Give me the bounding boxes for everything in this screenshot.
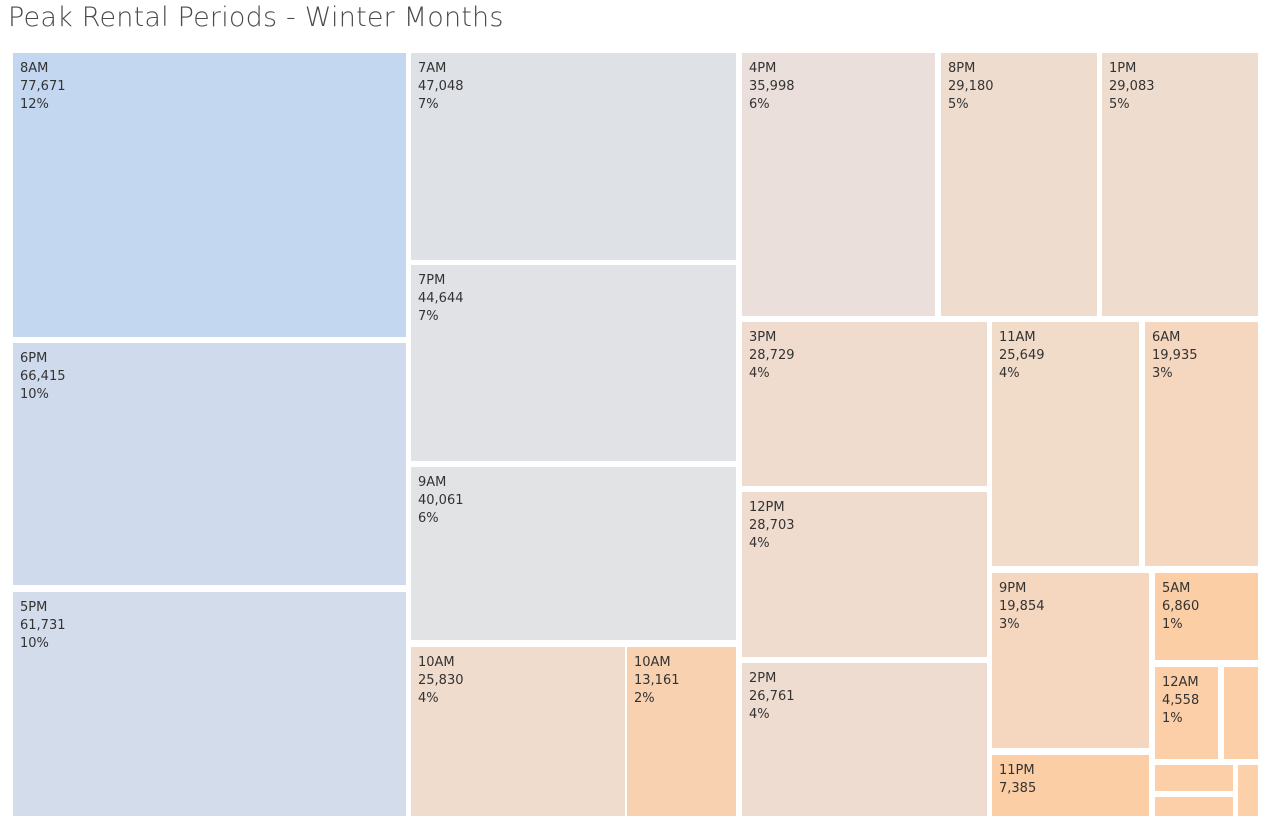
tile-label: 12PM (749, 500, 785, 515)
tile-percent: 3% (999, 617, 1020, 632)
treemap-tile-9am[interactable]: 9AM 40,061 6% (411, 467, 736, 640)
tile-value: 19,854 (999, 599, 1045, 614)
treemap-tile-12pm[interactable]: 12PM 28,703 4% (742, 492, 987, 657)
tile-percent: 10% (20, 636, 49, 651)
tile-value: 25,830 (418, 673, 464, 688)
tile-percent: 5% (1109, 97, 1130, 112)
treemap-tile-7pm[interactable]: 7PM 44,644 7% (411, 265, 736, 461)
tile-label: 11AM (999, 330, 1036, 345)
tile-label: 8AM (20, 61, 49, 76)
tile-label: 6PM (20, 351, 48, 366)
tile-value: 44,644 (418, 291, 464, 306)
treemap-tile-11am[interactable]: 11AM 25,649 4% (992, 322, 1139, 566)
treemap-tile-9pm[interactable]: 9PM 19,854 3% (992, 573, 1149, 748)
tile-percent: 5% (948, 97, 969, 112)
tile-value: 28,729 (749, 348, 795, 363)
tile-label: 5PM (20, 600, 48, 615)
treemap-tile-unlabeled[interactable] (1155, 797, 1233, 816)
tile-percent: 1% (1162, 711, 1183, 726)
treemap-tile-2pm[interactable]: 2PM 26,761 4% (742, 663, 987, 816)
tile-percent: 3% (1152, 366, 1173, 381)
tile-label: 2PM (749, 671, 777, 686)
tile-label: 10AM (418, 655, 455, 670)
tile-percent: 2% (634, 691, 655, 706)
tile-label: 3PM (749, 330, 777, 345)
tile-value: 61,731 (20, 618, 66, 633)
tile-percent: 4% (749, 707, 770, 722)
treemap-tile-unlabeled[interactable] (1155, 765, 1233, 791)
tile-value: 40,061 (418, 493, 464, 508)
tile-value: 7,385 (999, 781, 1037, 796)
tile-value: 13,161 (634, 673, 680, 688)
treemap-tile-1pm[interactable]: 1PM 29,083 5% (1102, 53, 1258, 316)
treemap-tile-11pm[interactable]: 11PM 7,385 (992, 755, 1149, 816)
treemap-tile-6am[interactable]: 6AM 19,935 3% (1145, 322, 1258, 566)
tile-label: 8PM (948, 61, 976, 76)
tile-label: 6AM (1152, 330, 1181, 345)
tile-value: 28,703 (749, 518, 795, 533)
treemap-tile-unlabeled[interactable] (1238, 765, 1258, 816)
treemap-tile-7am[interactable]: 7AM 47,048 7% (411, 53, 736, 260)
tile-label: 5AM (1162, 581, 1191, 596)
treemap-tile-6pm[interactable]: 6PM 66,415 10% (13, 343, 406, 585)
treemap-tile-8am[interactable]: 8AM 77,671 12% (13, 53, 406, 337)
tile-percent: 6% (418, 511, 439, 526)
treemap-tile-5pm[interactable]: 5PM 61,731 10% (13, 592, 406, 816)
tile-value: 77,671 (20, 79, 66, 94)
tile-value: 29,180 (948, 79, 994, 94)
tile-value: 4,558 (1162, 693, 1200, 708)
tile-value: 47,048 (418, 79, 464, 94)
treemap-tile-5am[interactable]: 5AM 6,860 1% (1155, 573, 1258, 660)
tile-percent: 4% (749, 366, 770, 381)
tile-percent: 7% (418, 309, 439, 324)
treemap-tile-unlabeled[interactable] (1224, 667, 1258, 759)
tile-percent: 10% (20, 387, 49, 402)
tile-value: 35,998 (749, 79, 795, 94)
tile-label: 1PM (1109, 61, 1137, 76)
chart-title: Peak Rental Periods - Winter Months (8, 2, 504, 33)
tile-label: 10AM (634, 655, 671, 670)
tile-label: 7PM (418, 273, 446, 288)
tile-value: 25,649 (999, 348, 1045, 363)
treemap-tile-12am[interactable]: 12AM 4,558 1% (1155, 667, 1218, 759)
treemap-tile-8pm[interactable]: 8PM 29,180 5% (941, 53, 1097, 316)
tile-percent: 12% (20, 97, 49, 112)
tile-value: 19,935 (1152, 348, 1198, 363)
tile-label: 9PM (999, 581, 1027, 596)
tile-percent: 7% (418, 97, 439, 112)
treemap-tile-3pm[interactable]: 3PM 28,729 4% (742, 322, 987, 486)
treemap-tile-10am[interactable]: 10AM 25,830 4% (411, 647, 625, 816)
tile-label: 7AM (418, 61, 447, 76)
tile-percent: 4% (418, 691, 439, 706)
tile-value: 66,415 (20, 369, 66, 384)
tile-label: 4PM (749, 61, 777, 76)
tile-percent: 1% (1162, 617, 1183, 632)
tile-label: 11PM (999, 763, 1035, 778)
tile-label: 9AM (418, 475, 447, 490)
treemap-tile-4pm[interactable]: 4PM 35,998 6% (742, 53, 935, 316)
tile-percent: 6% (749, 97, 770, 112)
treemap-tile-10am[interactable]: 10AM 13,161 2% (627, 647, 736, 816)
tile-value: 6,860 (1162, 599, 1200, 614)
tile-label: 12AM (1162, 675, 1199, 690)
tile-value: 26,761 (749, 689, 795, 704)
tile-percent: 4% (749, 536, 770, 551)
tile-percent: 4% (999, 366, 1020, 381)
tile-value: 29,083 (1109, 79, 1155, 94)
